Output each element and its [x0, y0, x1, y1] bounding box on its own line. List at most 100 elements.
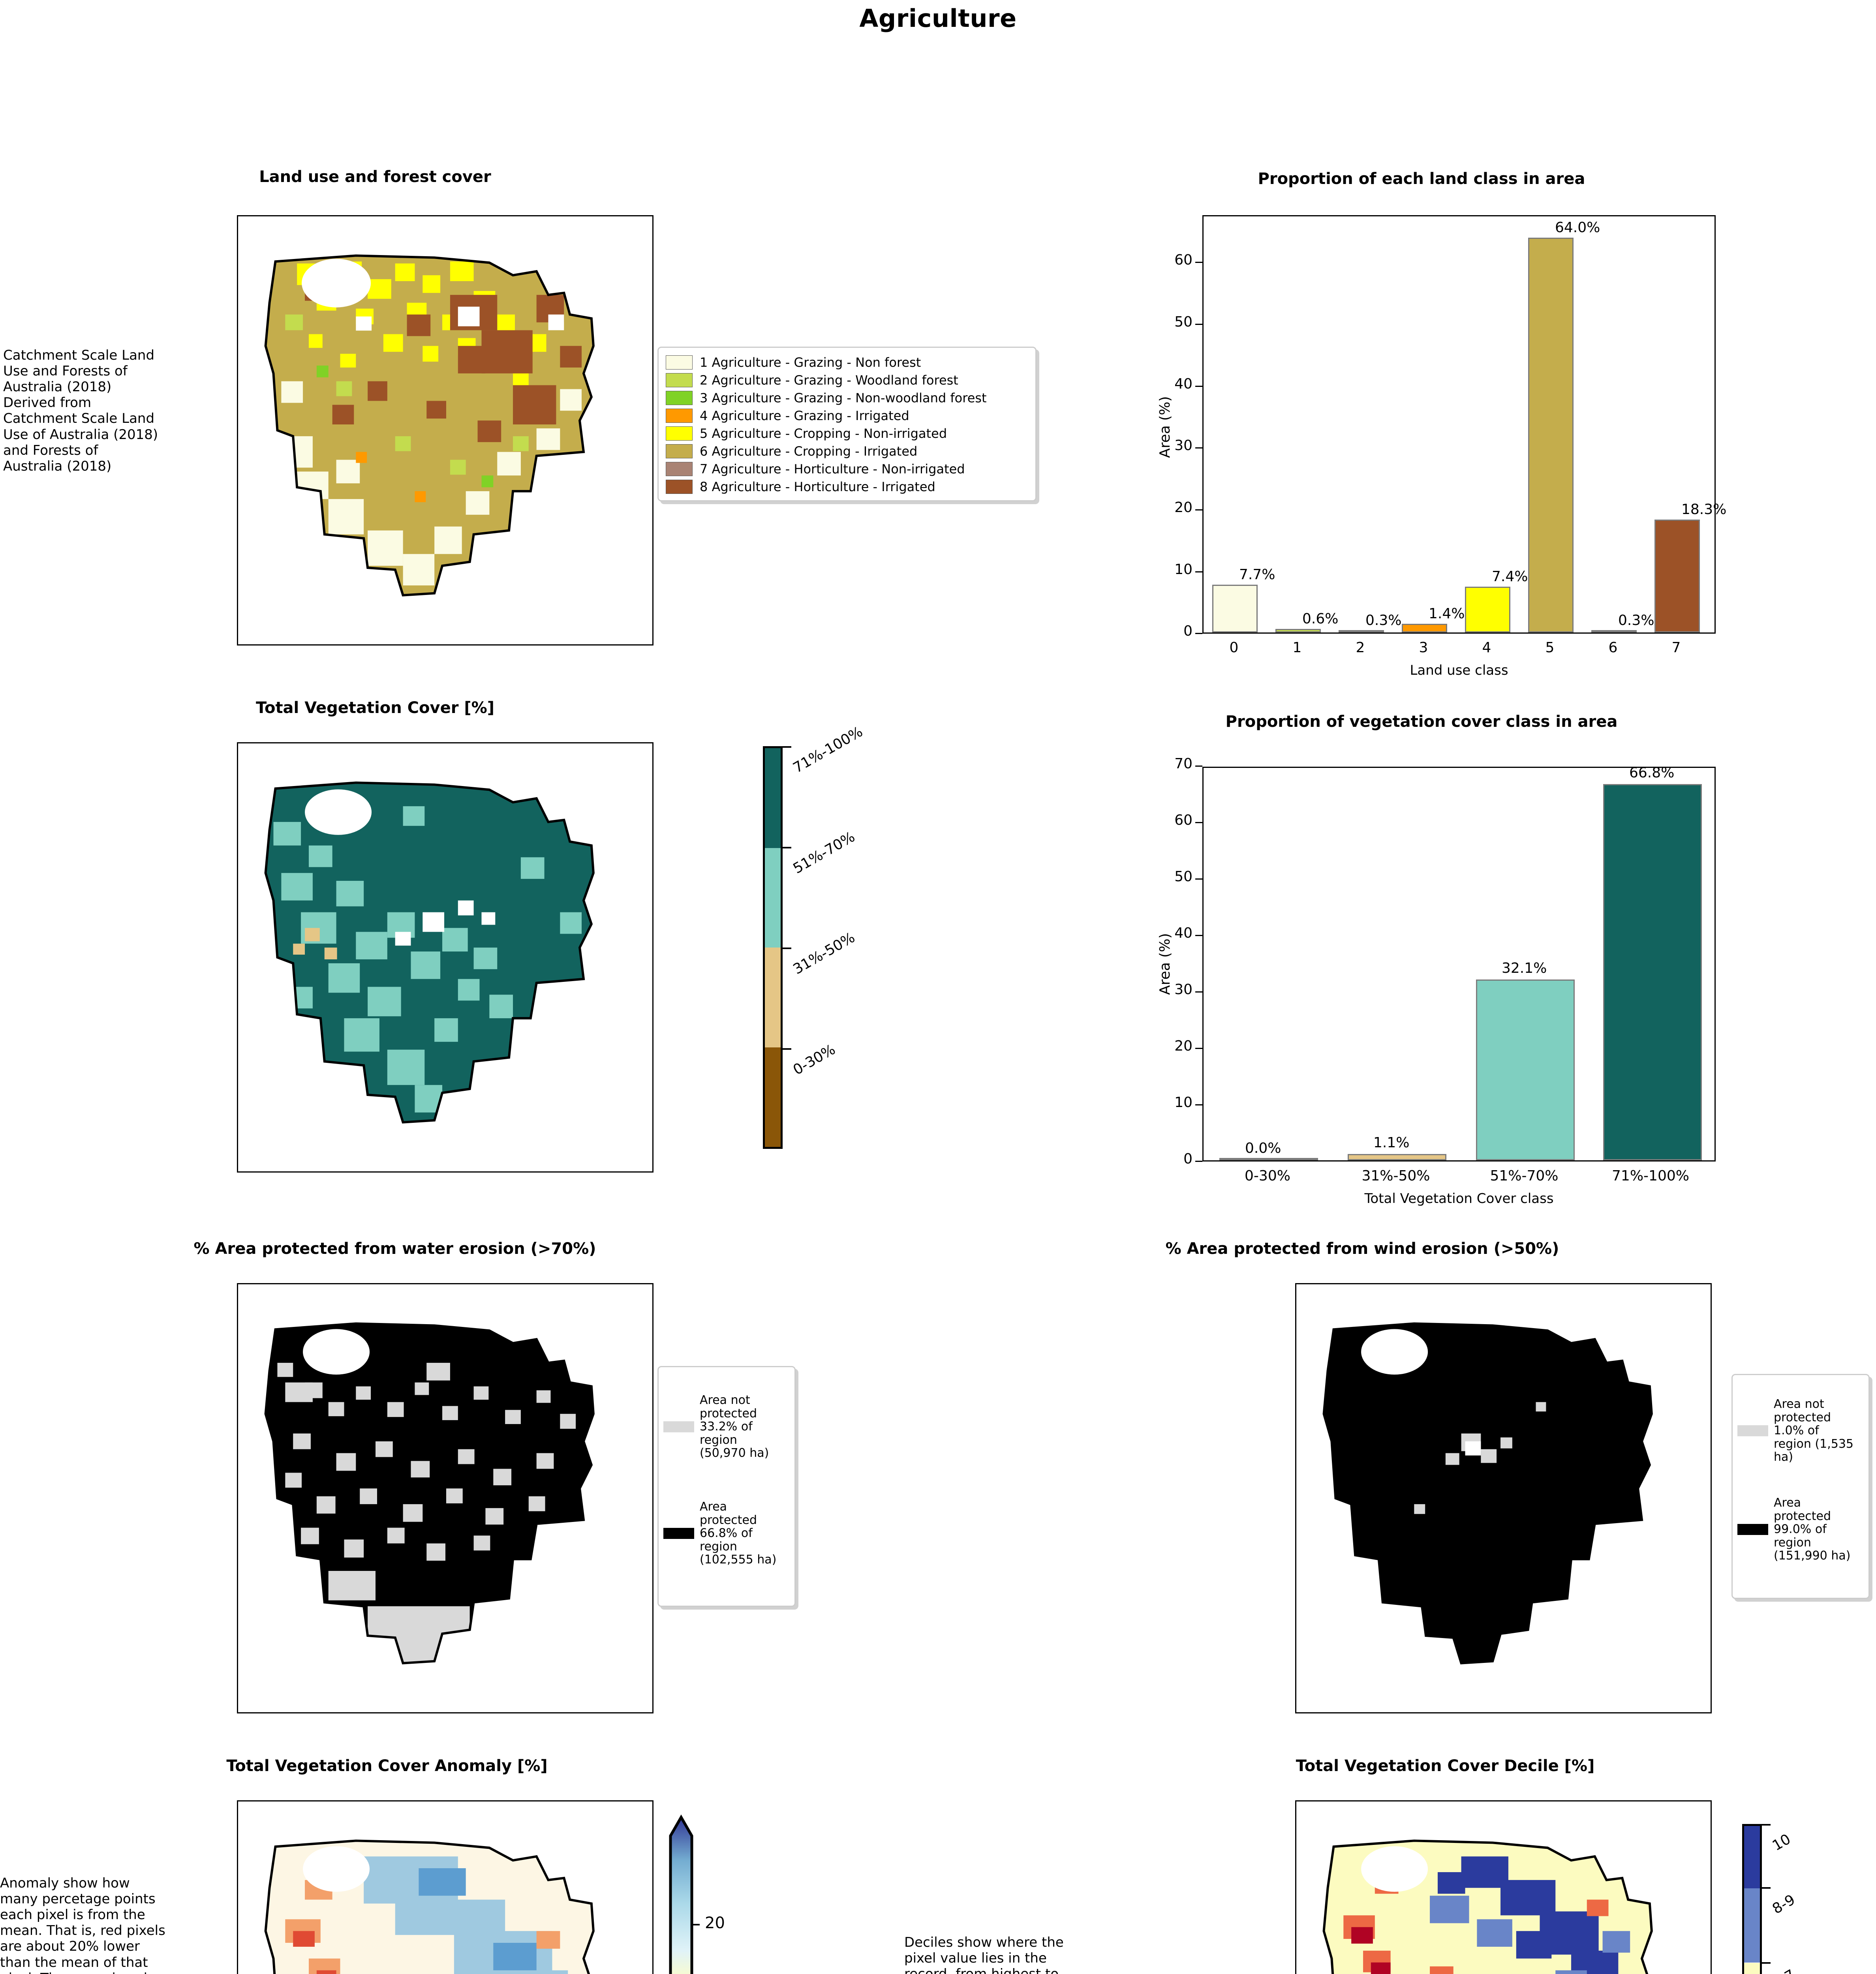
- veg-bar-label-0: 0.0%: [1245, 1140, 1281, 1156]
- decile-cbar-tick-10: [1762, 1824, 1771, 1826]
- xtick-c1-7: 7: [1671, 640, 1681, 656]
- bar-label-4: 7.4%: [1492, 569, 1528, 585]
- veg-cover-map-title: Total Vegetation Cover [%]: [255, 699, 495, 717]
- water-erosion-map[interactable]: [237, 1283, 654, 1713]
- ytick-c1-50: 50: [1174, 314, 1192, 330]
- ytick-c2-0: 0: [1183, 1151, 1192, 1167]
- cbar-seg-51-70: [765, 848, 781, 948]
- bar-1[interactable]: [1275, 629, 1321, 632]
- legend-swatch-5: [666, 426, 693, 441]
- wind-legend-swatch-not-protected: [1737, 1425, 1768, 1436]
- ytickmark-c2-0: [1195, 1161, 1202, 1162]
- veg-bar-label-1: 1.1%: [1373, 1135, 1410, 1151]
- wind-legend-label-protected: Area protected 99.0% of region (151,990 …: [1774, 1496, 1851, 1563]
- bar-7[interactable]: [1654, 520, 1700, 632]
- bar-label-2: 0.3%: [1365, 612, 1402, 629]
- veg-cover-map[interactable]: [237, 742, 654, 1173]
- land-use-legend: 1 Agriculture - Grazing - Non forest 2 A…: [657, 347, 1037, 501]
- legend-label-4: 4 Agriculture - Grazing - Irrigated: [700, 408, 909, 423]
- veg-class-chart-xlabel: Total Vegetation Cover class: [1364, 1191, 1554, 1207]
- veg-bar-3[interactable]: [1603, 784, 1702, 1160]
- decile-cbar-tick-4-7: [1762, 1962, 1771, 1964]
- ytickmark-c2-40: [1195, 935, 1202, 936]
- bar-6[interactable]: [1591, 630, 1637, 632]
- land-class-chart-axes[interactable]: 7.7% 0.6% 0.3% 1.4% 7.4% 64.0% 0.3% 18.3…: [1202, 215, 1726, 634]
- bar-5[interactable]: [1528, 238, 1574, 632]
- ytickmark-c2-20: [1195, 1048, 1202, 1049]
- bar-label-6: 0.3%: [1618, 612, 1654, 629]
- wind-erosion-map-title: % Area protected from wind erosion (>50%…: [1165, 1240, 1559, 1258]
- bar-4[interactable]: [1465, 587, 1510, 632]
- xtick-c2-2: 51%-70%: [1490, 1168, 1559, 1184]
- veg-bar-label-3: 66.8%: [1629, 765, 1675, 781]
- wind-erosion-legend: Area not protected 1.0% of region (1,535…: [1731, 1374, 1870, 1599]
- legend-swatch-2: [666, 373, 693, 387]
- veg-bar-2[interactable]: [1476, 979, 1575, 1160]
- anomaly-map[interactable]: [237, 1800, 654, 1974]
- xtick-c1-0: 0: [1229, 640, 1239, 656]
- veg-cbar-tick-0: [783, 746, 791, 748]
- ytickmark-c1-20: [1195, 509, 1202, 510]
- ytick-c2-20: 20: [1174, 1038, 1192, 1054]
- ytickmark-c2-60: [1195, 822, 1202, 823]
- xtick-c2-0: 0-30%: [1245, 1168, 1290, 1184]
- legend-label-6: 6 Agriculture - Cropping - Irrigated: [700, 443, 918, 459]
- decile-cbar-label-8-9: 8-9: [1769, 1891, 1798, 1918]
- wind-erosion-map-canvas: [1322, 1322, 1653, 1664]
- ytick-c1-60: 60: [1174, 252, 1192, 268]
- bar-label-3: 1.4%: [1429, 606, 1465, 622]
- ytick-c2-50: 50: [1174, 869, 1192, 885]
- ytickmark-c1-30: [1195, 447, 1202, 448]
- bar-2[interactable]: [1339, 630, 1384, 632]
- bar-label-0: 7.7%: [1239, 567, 1275, 583]
- ytick-c1-0: 0: [1183, 623, 1192, 639]
- land-use-map-note: Catchment Scale Land Use and Forests of …: [3, 347, 158, 474]
- ytickmark-c1-40: [1195, 386, 1202, 387]
- veg-class-chart-axes[interactable]: 0.0% 1.1% 32.1% 66.8%: [1202, 765, 1716, 1162]
- anomaly-map-note: Anomaly show how many percetage points e…: [0, 1875, 165, 1974]
- xtick-c1-2: 2: [1356, 640, 1365, 656]
- decile-map[interactable]: [1295, 1800, 1712, 1974]
- land-class-chart-xlabel: Land use class: [1410, 662, 1508, 678]
- decile-cbar-seg-10: [1744, 1826, 1760, 1889]
- veg-bar-0[interactable]: [1219, 1158, 1318, 1160]
- land-class-chart-title: Proportion of each land class in area: [1258, 170, 1585, 188]
- veg-bar-1[interactable]: [1348, 1154, 1446, 1160]
- anomaly-map-title: Total Vegetation Cover Anomaly [%]: [226, 1757, 548, 1775]
- ytick-c2-40: 40: [1174, 925, 1192, 941]
- legend-label-3: 3 Agriculture - Grazing - Non-woodland f…: [700, 390, 987, 405]
- decile-colorbar: [1742, 1824, 1762, 1974]
- decile-map-note: Deciles show where the pixel value lies …: [904, 1935, 1064, 1974]
- ytickmark-c1-0: [1195, 633, 1202, 634]
- water-erosion-legend: Area not protected 33.2% of region (50,9…: [657, 1366, 796, 1607]
- legend-label-2: 2 Agriculture - Grazing - Woodland fores…: [700, 372, 958, 388]
- wind-erosion-map[interactable]: [1295, 1283, 1712, 1713]
- wind-legend-label-not-protected: Area not protected 1.0% of region (1,535…: [1774, 1397, 1854, 1464]
- water-erosion-map-canvas: [264, 1322, 595, 1664]
- cbar-seg-0-30: [765, 1047, 781, 1147]
- veg-cbar-tick-1: [783, 847, 791, 848]
- veg-cbar-tick-2: [783, 948, 791, 949]
- bar-3[interactable]: [1402, 624, 1447, 632]
- legend-swatch-4: [666, 408, 693, 423]
- ytick-c2-70: 70: [1174, 756, 1192, 772]
- page-title: Agriculture: [859, 4, 1017, 33]
- bar-0[interactable]: [1212, 585, 1258, 632]
- ytick-c1-10: 10: [1174, 561, 1192, 578]
- veg-bar-label-2: 32.1%: [1502, 960, 1547, 976]
- xtick-c1-4: 4: [1482, 640, 1491, 656]
- water-legend-swatch-not-protected: [663, 1421, 694, 1432]
- land-use-map[interactable]: [237, 215, 654, 645]
- veg-cbar-tick-3: [783, 1048, 791, 1050]
- ytick-c1-20: 20: [1174, 499, 1192, 516]
- ytickmark-c1-50: [1195, 324, 1202, 325]
- legend-label-1: 1 Agriculture - Grazing - Non forest: [700, 355, 921, 370]
- decile-cbar-seg-4-7: [1744, 1963, 1760, 1974]
- ytickmark-c2-30: [1195, 991, 1202, 993]
- ytickmark-c2-70: [1195, 766, 1202, 767]
- legend-swatch-3: [666, 390, 693, 405]
- legend-label-8: 8 Agriculture - Horticulture - Irrigated: [700, 479, 935, 494]
- ytick-c1-40: 40: [1174, 376, 1192, 392]
- ytick-c2-60: 60: [1174, 812, 1192, 828]
- anomaly-cbar-label-20: 20: [705, 1914, 725, 1932]
